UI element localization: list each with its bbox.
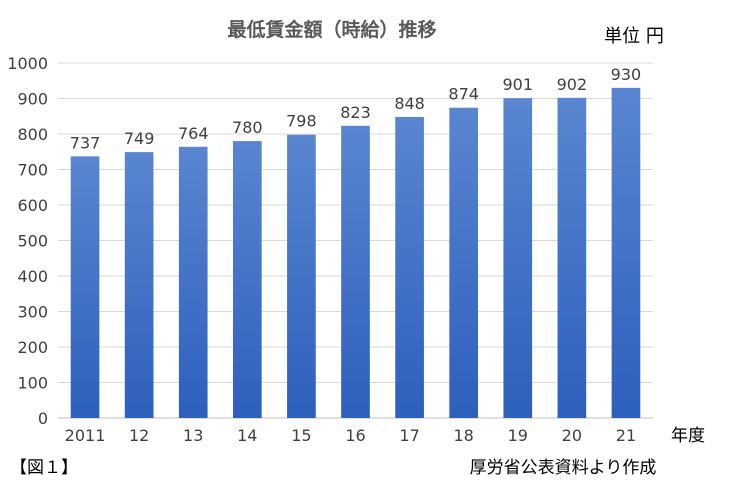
y-tick-label: 800 [17, 125, 48, 144]
y-tick-label: 0 [38, 409, 48, 428]
x-tick-label: 15 [291, 426, 311, 445]
y-tick-label: 300 [17, 303, 48, 322]
chart-title: 最低賃金額（時給）推移 [227, 18, 436, 41]
x-tick-label: 12 [129, 426, 149, 445]
bar [178, 146, 208, 418]
source-note: 厚労省公表資料より作成 [470, 458, 657, 478]
bar [124, 152, 154, 419]
x-tick-label: 20 [562, 426, 582, 445]
y-tick-label: 1000 [7, 54, 48, 73]
bar [557, 97, 587, 418]
unit-label: 単位 円 [604, 26, 664, 47]
data-label: 902 [557, 75, 588, 94]
data-label: 930 [611, 65, 642, 84]
y-tick-label: 600 [17, 196, 48, 215]
bar [395, 116, 424, 419]
data-label: 737 [70, 133, 101, 152]
bar [70, 156, 100, 419]
x-tick-label: 14 [237, 426, 257, 445]
x-axis-label: 年度 [671, 426, 705, 446]
data-label: 798 [286, 112, 317, 131]
x-tick-label: 17 [399, 426, 419, 445]
y-tick-label: 400 [17, 267, 48, 286]
data-label: 901 [502, 75, 533, 94]
data-label: 823 [340, 103, 371, 122]
x-tick-label: 19 [508, 426, 528, 445]
y-tick-label: 700 [17, 161, 48, 180]
bar [611, 87, 641, 418]
x-tick-label: 21 [616, 426, 636, 445]
data-label: 749 [124, 129, 155, 148]
x-tick-label: 18 [454, 426, 474, 445]
y-tick-label: 100 [17, 374, 48, 393]
y-tick-label: 900 [17, 90, 48, 109]
bar [341, 125, 370, 419]
data-label: 764 [178, 124, 209, 143]
tick-labels: 0 100 200 300 400 500 600 700 800 900 1000 2011 12 13… [7, 54, 636, 445]
bar [503, 98, 533, 419]
figure-label: 【図１】 [10, 458, 78, 478]
data-label: 874 [448, 85, 479, 104]
data-label: 780 [232, 118, 263, 137]
x-tick-label: 2011 [65, 426, 106, 445]
bar [287, 134, 316, 418]
y-tick-label: 200 [17, 338, 48, 357]
data-labels: 737 749 764 780 798 823 848 874 901 902 930 [70, 65, 641, 153]
data-label: 848 [394, 94, 425, 113]
bars [70, 87, 641, 419]
x-tick-label: 16 [345, 426, 365, 445]
bar [449, 107, 479, 418]
y-tick-label: 500 [17, 232, 48, 251]
x-tick-label: 13 [183, 426, 203, 445]
bar [232, 141, 262, 418]
